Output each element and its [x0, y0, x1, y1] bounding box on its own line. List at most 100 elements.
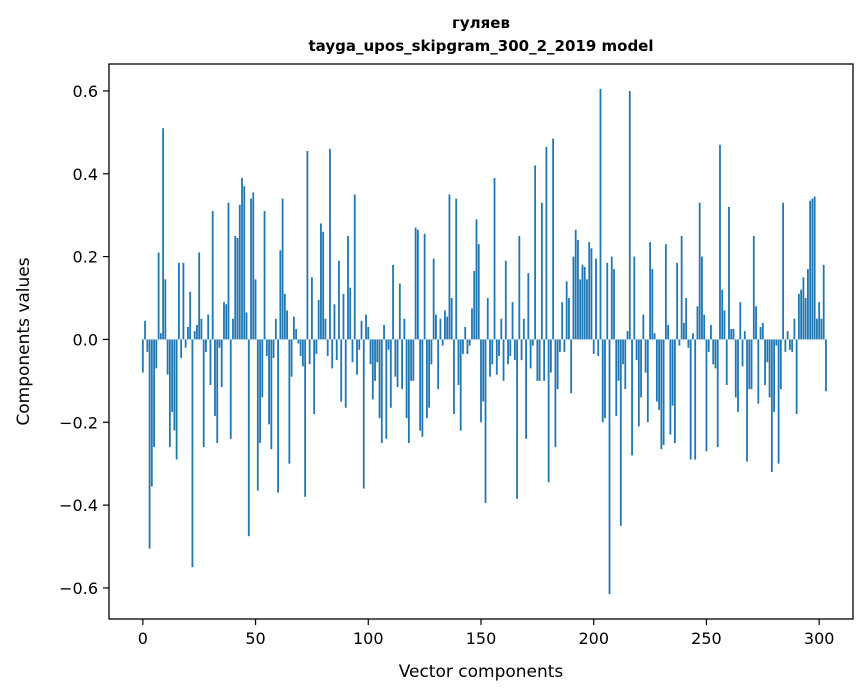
bar-82: [326, 339, 329, 356]
bar-76: [313, 339, 316, 414]
bar-268: [746, 339, 748, 462]
bar-237: [676, 262, 679, 340]
bar-65: [288, 339, 291, 464]
bar-244: [692, 333, 694, 340]
bar-28: [205, 339, 207, 352]
bar-240: [683, 322, 685, 340]
x-tick-label: 100: [353, 629, 384, 648]
bar-69: [297, 339, 300, 344]
bar-301: [820, 318, 823, 340]
bar-138: [453, 339, 455, 414]
bar-164: [511, 302, 514, 340]
bar-5: [153, 339, 155, 448]
bar-213: [622, 339, 624, 365]
bar-32: [214, 339, 216, 417]
bar-93: [351, 339, 354, 363]
bar-172: [529, 339, 532, 369]
bar-174: [534, 165, 537, 340]
bar-295: [807, 269, 809, 340]
bar-245: [694, 339, 697, 460]
bar-271: [752, 235, 755, 340]
bar-197: [586, 279, 588, 340]
bar-11: [166, 339, 169, 375]
bar-51: [256, 339, 259, 491]
bar-55: [265, 339, 268, 356]
bar-71: [301, 339, 304, 367]
bar-302: [822, 264, 825, 340]
bar-297: [811, 198, 814, 340]
bar-74: [308, 339, 311, 365]
bar-24: [196, 324, 198, 340]
bar-277: [766, 339, 769, 363]
bar-273: [757, 339, 760, 404]
bar-233: [667, 324, 670, 340]
bar-141: [459, 339, 462, 431]
bar-198: [588, 242, 591, 340]
bar-119: [410, 339, 413, 381]
bar-135: [446, 316, 449, 340]
bar-189: [568, 298, 570, 340]
bar-186: [561, 302, 564, 340]
bar-109: [387, 339, 390, 350]
bar-221: [640, 339, 642, 398]
bar-242: [687, 339, 690, 348]
bar-97: [360, 320, 363, 340]
bar-40: [232, 318, 234, 340]
bar-23: [193, 331, 196, 340]
bar-83: [329, 148, 331, 340]
bar-89: [342, 293, 345, 340]
bar-120: [412, 339, 415, 381]
bar-132: [439, 318, 442, 340]
bar-183: [554, 339, 557, 448]
bar-90: [344, 339, 347, 408]
bar-106: [380, 339, 383, 443]
bar-212: [619, 339, 622, 526]
bar-45: [243, 186, 246, 340]
bar-284: [782, 202, 785, 340]
bar-12: [168, 339, 171, 448]
bar-86: [335, 339, 338, 361]
bar-10: [164, 279, 167, 340]
bar-18: [182, 262, 185, 340]
bar-228: [655, 339, 658, 402]
bar-130: [435, 314, 437, 340]
bar-46: [245, 312, 248, 340]
bar-224: [646, 339, 649, 423]
bar-134: [444, 310, 446, 340]
bar-3: [148, 339, 151, 549]
bar-215: [626, 331, 629, 340]
bar-6: [155, 339, 158, 369]
bar-85: [333, 304, 336, 340]
bar-67: [292, 316, 295, 340]
bar-219: [635, 339, 638, 361]
bar-194: [579, 279, 582, 340]
bar-222: [642, 314, 645, 340]
bar-140: [457, 339, 460, 385]
bar-288: [791, 339, 794, 352]
bar-223: [644, 339, 647, 373]
bar-64: [286, 310, 289, 340]
bar-70: [299, 339, 302, 356]
bar-293: [802, 277, 805, 340]
bar-193: [577, 240, 579, 340]
bar-258: [723, 310, 726, 340]
bar-248: [701, 256, 703, 340]
bar-14: [173, 339, 176, 431]
bar-111: [392, 264, 394, 340]
bar-112: [394, 339, 397, 377]
bar-152: [484, 339, 487, 504]
bar-108: [385, 339, 388, 439]
bar-291: [797, 293, 800, 340]
bar-200: [592, 339, 595, 354]
bar-260: [728, 206, 730, 340]
chart-subtitle: tayga_upos_skipgram_300_2_2019 model: [309, 37, 654, 55]
bar-80: [322, 231, 325, 340]
bar-75: [311, 277, 313, 340]
bar-169: [522, 318, 525, 340]
bar-147: [473, 271, 476, 340]
bar-107: [383, 324, 385, 340]
bar-39: [229, 339, 232, 439]
bar-281: [775, 339, 778, 346]
bar-204: [601, 339, 604, 423]
bar-168: [520, 339, 523, 361]
